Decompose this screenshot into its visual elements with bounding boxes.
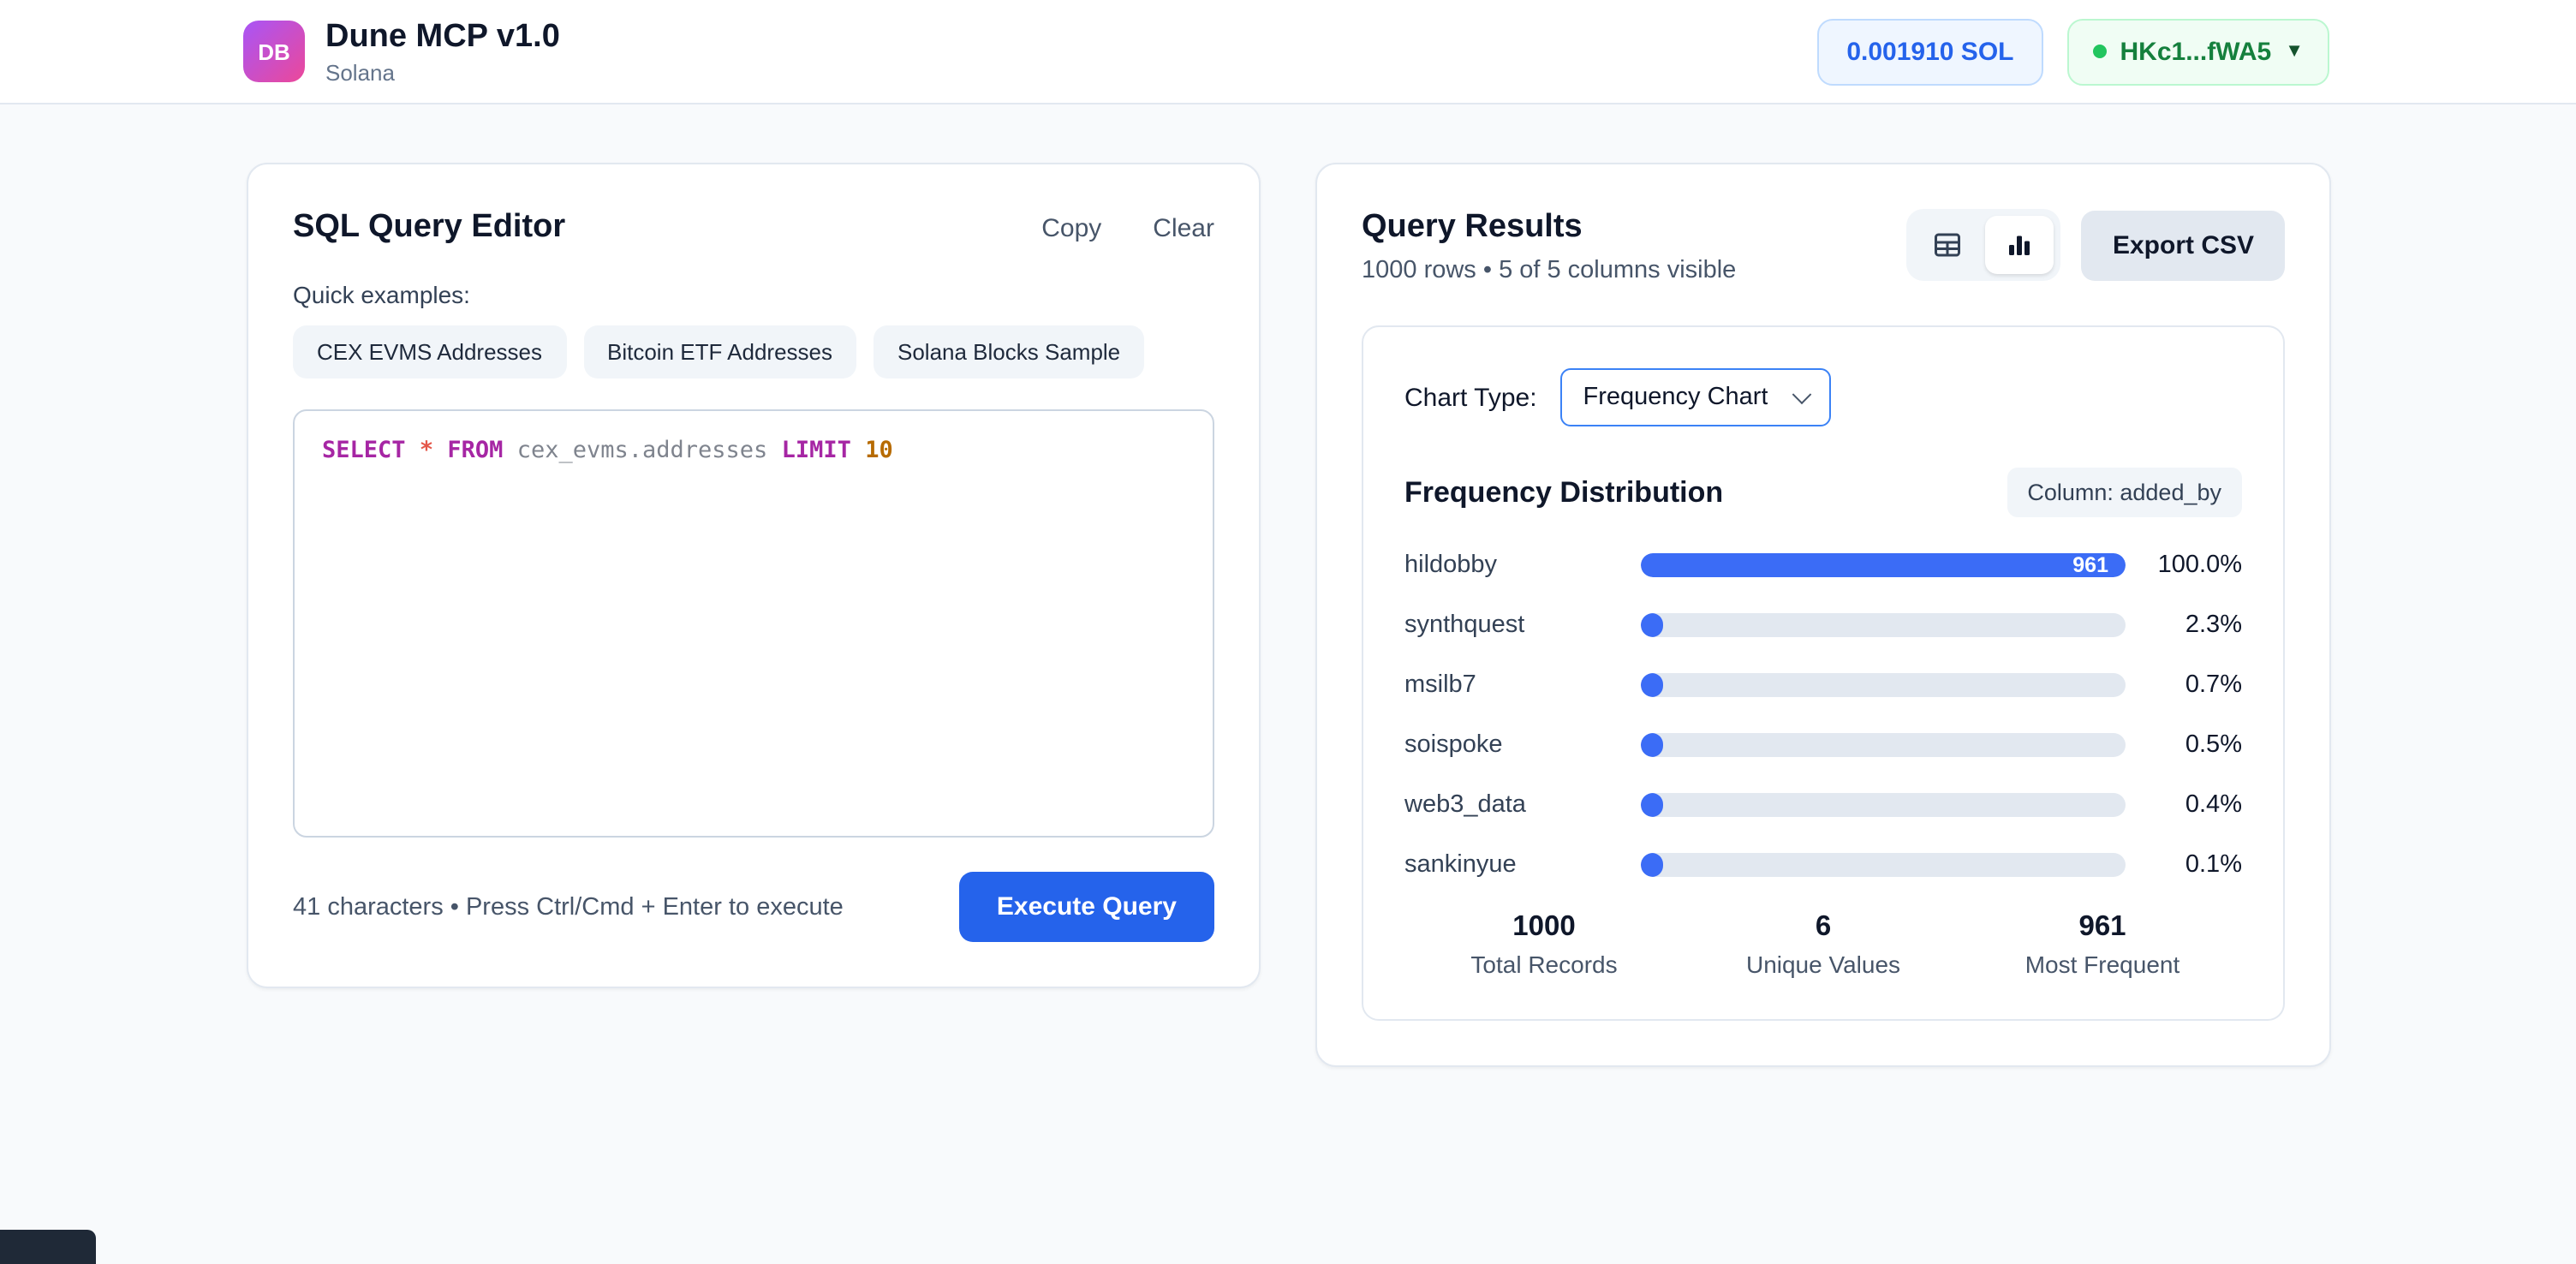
stat-value: 1000 bbox=[1512, 911, 1576, 942]
quick-example-chips: CEX EVMS Addresses Bitcoin ETF Addresses… bbox=[293, 325, 1214, 379]
app-header: DB Dune MCP v1.0 Solana 0.001910 SOL HKc… bbox=[0, 0, 2576, 104]
frequency-bar-fill bbox=[1641, 733, 1663, 757]
balance-badge[interactable]: 0.001910 SOL bbox=[1817, 18, 2043, 85]
wallet-button[interactable]: HKc1...fWA5 ▼ bbox=[2066, 18, 2329, 85]
sql-code-editor[interactable]: SELECT * FROM cex_evms.addresses LIMIT 1… bbox=[293, 409, 1214, 838]
frequency-row-percent: 0.7% bbox=[2185, 671, 2242, 699]
chart-type-label: Chart Type: bbox=[1404, 383, 1537, 412]
bar-value-label: 961 bbox=[2072, 553, 2108, 577]
frequency-row: web3_data 0.4% bbox=[1404, 791, 2242, 819]
execute-query-button[interactable]: Execute Query bbox=[958, 872, 1214, 942]
frequency-row: synthquest 2.3% bbox=[1404, 611, 2242, 639]
title-block: Dune MCP v1.0 Solana bbox=[325, 18, 560, 85]
frequency-bar-fill bbox=[1641, 793, 1663, 817]
chart-type-select-wrap: Frequency Chart bbox=[1560, 368, 1832, 426]
sql-editor-card: SQL Query Editor Copy Clear Quick exampl… bbox=[247, 163, 1261, 988]
frequency-row-percent: 100.0% bbox=[2157, 552, 2242, 579]
results-title-block: Query Results 1000 rows • 5 of 5 columns… bbox=[1362, 209, 1736, 284]
copy-button[interactable]: Copy bbox=[1041, 214, 1102, 243]
stat-total-records: 1000 Total Records bbox=[1404, 911, 1684, 978]
frequency-row-label: sankinyue bbox=[1404, 851, 1517, 879]
frequency-bar-track bbox=[1641, 733, 2126, 757]
sql-code: SELECT * FROM cex_evms.addresses LIMIT 1… bbox=[322, 437, 893, 464]
editor-hint: 41 characters • Press Ctrl/Cmd + Enter t… bbox=[293, 893, 844, 921]
app-title: Dune MCP v1.0 bbox=[325, 18, 560, 54]
frequency-row-label: synthquest bbox=[1404, 611, 1525, 639]
frequency-row: hildobby 961 100.0% bbox=[1404, 552, 2242, 579]
frequency-row: sankinyue 0.1% bbox=[1404, 851, 2242, 879]
main-content: SQL Query Editor Copy Clear Quick exampl… bbox=[0, 104, 2576, 1067]
frequency-row-label: soispoke bbox=[1404, 731, 1503, 759]
bar-chart-icon bbox=[2005, 230, 2036, 260]
app-subtitle: Solana bbox=[325, 59, 395, 85]
stat-label: Unique Values bbox=[1745, 951, 1901, 978]
status-dot-icon bbox=[2092, 45, 2107, 58]
frequency-row-label: web3_data bbox=[1404, 791, 1526, 819]
export-csv-button[interactable]: Export CSV bbox=[2081, 210, 2285, 280]
stats-row: 1000 Total Records 6 Unique Values 961 M… bbox=[1404, 911, 2242, 978]
frequency-bar-fill bbox=[1641, 613, 1663, 637]
wallet-address: HKc1...fWA5 bbox=[2120, 37, 2272, 66]
stat-label: Total Records bbox=[1470, 951, 1618, 978]
frequency-bar-track: 961 bbox=[1641, 553, 2126, 577]
frequency-bar-track bbox=[1641, 793, 2126, 817]
app-logo: DB bbox=[243, 21, 305, 82]
quick-examples-label: Quick examples: bbox=[293, 281, 470, 308]
frequency-row-percent: 0.5% bbox=[2185, 731, 2242, 759]
bottom-left-dark-strip bbox=[0, 1230, 96, 1264]
stat-value: 6 bbox=[1815, 911, 1832, 942]
example-chip-bitcoin-etf[interactable]: Bitcoin ETF Addresses bbox=[583, 325, 856, 379]
chart-view-button[interactable] bbox=[1985, 216, 2054, 274]
results-title: Query Results bbox=[1362, 209, 1583, 245]
table-view-button[interactable] bbox=[1914, 216, 1983, 274]
stat-label: Most Frequent bbox=[2024, 951, 2180, 978]
frequency-bar-fill bbox=[1641, 673, 1663, 697]
stat-value: 961 bbox=[2078, 911, 2126, 942]
frequency-bar-fill: 961 bbox=[1641, 553, 2126, 577]
caret-down-icon: ▼ bbox=[2285, 41, 2304, 62]
brand: DB Dune MCP v1.0 Solana bbox=[243, 18, 560, 85]
column-badge: Column: added_by bbox=[2007, 468, 2242, 517]
header-actions: 0.001910 SOL HKc1...fWA5 ▼ bbox=[1817, 18, 2329, 85]
frequency-row: msilb7 0.7% bbox=[1404, 671, 2242, 699]
frequency-row-label: msilb7 bbox=[1404, 671, 1476, 699]
stat-unique-values: 6 Unique Values bbox=[1684, 911, 1963, 978]
chart-type-select[interactable]: Frequency Chart bbox=[1560, 368, 1832, 426]
frequency-bar-track bbox=[1641, 613, 2126, 637]
frequency-row-percent: 0.4% bbox=[2185, 791, 2242, 819]
frequency-row-percent: 0.1% bbox=[2185, 851, 2242, 879]
query-results-card: Query Results 1000 rows • 5 of 5 columns… bbox=[1315, 163, 2331, 1067]
example-chip-solana-blocks[interactable]: Solana Blocks Sample bbox=[874, 325, 1145, 379]
view-toggle bbox=[1906, 209, 2061, 281]
frequency-row-label: hildobby bbox=[1404, 552, 1498, 579]
frequency-row: soispoke 0.5% bbox=[1404, 731, 2242, 759]
frequency-bar-track bbox=[1641, 853, 2126, 877]
results-subtitle: 1000 rows • 5 of 5 columns visible bbox=[1362, 257, 1737, 284]
clear-button[interactable]: Clear bbox=[1153, 214, 1214, 243]
stat-most-frequent: 961 Most Frequent bbox=[1963, 911, 2242, 978]
table-icon bbox=[1933, 230, 1964, 260]
chart-panel: Chart Type: Frequency Chart Frequency Di… bbox=[1362, 325, 2285, 1021]
example-chip-cex-evms[interactable]: CEX EVMS Addresses bbox=[293, 325, 566, 379]
frequency-rows: hildobby 961 100.0% synthquest 2.3% msilb7 0.7… bbox=[1404, 552, 2242, 879]
frequency-bar-fill bbox=[1641, 853, 1663, 877]
frequency-bar-track bbox=[1641, 673, 2126, 697]
editor-title: SQL Query Editor bbox=[293, 209, 566, 245]
frequency-row-percent: 2.3% bbox=[2185, 611, 2242, 639]
distribution-title: Frequency Distribution bbox=[1404, 475, 1724, 508]
